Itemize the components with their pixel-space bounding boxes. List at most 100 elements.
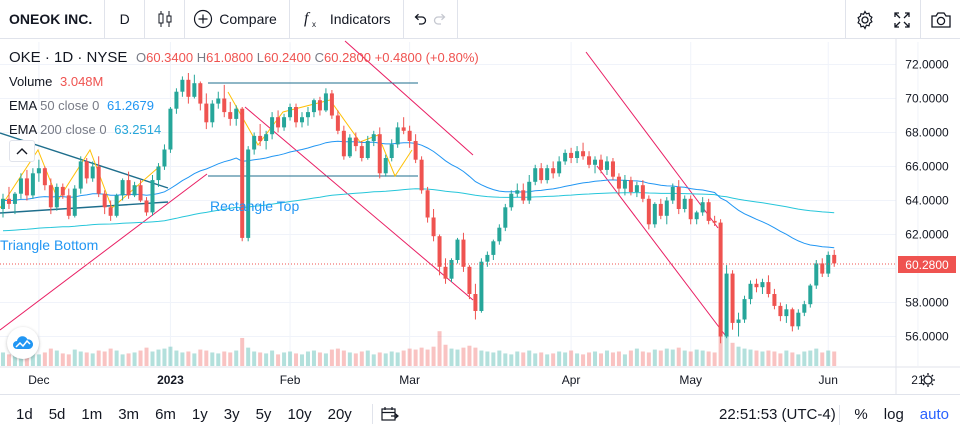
volume-bar — [790, 352, 795, 366]
chart-legend: OKE · 1D · NYSE O60.3400 H61.0800 L60.24… — [9, 46, 479, 142]
channel-line[interactable] — [596, 165, 726, 336]
fullscreen-icon — [893, 11, 911, 29]
candle-body — [1, 198, 5, 209]
redo-icon[interactable] — [432, 11, 448, 27]
scale-options: % log auto — [839, 395, 960, 433]
rectangle-top-label: Rectangle Top — [210, 198, 299, 214]
candle-body — [473, 294, 478, 311]
snapshot-button[interactable] — [921, 0, 960, 39]
tradingview-logo[interactable] — [7, 327, 39, 359]
candle-body — [246, 149, 251, 238]
volume-bar — [563, 352, 568, 366]
volume-bar — [658, 350, 663, 366]
candle-body — [790, 309, 795, 327]
candle-body — [54, 186, 59, 208]
volume-bar — [796, 354, 801, 366]
candle-body — [329, 93, 334, 116]
channel-line[interactable] — [585, 51, 719, 229]
volume-bar — [724, 335, 729, 366]
channel-line[interactable] — [0, 173, 208, 331]
channel-line[interactable] — [344, 40, 474, 156]
range-1m[interactable]: 1m — [81, 405, 103, 423]
symbol-search-button[interactable]: ONEOK INC. — [0, 0, 106, 39]
volume-bar — [371, 354, 376, 366]
candle-body — [575, 151, 580, 158]
range-10y[interactable]: 10y — [287, 405, 312, 423]
volume-bar — [126, 353, 131, 366]
candle-body — [425, 190, 430, 218]
candle-body — [724, 273, 729, 337]
volume-bar — [264, 353, 269, 366]
time-axis[interactable]: Dec 2023 Feb Mar Apr May Jun 21 — [28, 373, 925, 387]
range-3y[interactable]: 3y — [223, 405, 240, 423]
rectangle-zigzag — [227, 91, 413, 178]
volume-bar — [772, 351, 777, 366]
candle-body — [311, 100, 316, 113]
candle-body — [491, 241, 496, 255]
candle-body — [778, 305, 783, 317]
candle-body — [36, 168, 41, 174]
time-tick-label: Apr — [562, 373, 581, 387]
volume-bar — [413, 349, 418, 366]
volume-bar — [628, 350, 633, 366]
volume-bar — [383, 353, 388, 366]
percent-scale-button[interactable]: % — [854, 406, 868, 423]
volume-bar — [72, 349, 77, 366]
candle-body — [401, 127, 406, 131]
volume-bar — [515, 351, 520, 366]
clock[interactable]: 22:51:53 (UTC-4) — [719, 395, 836, 433]
chart-type-button[interactable] — [145, 0, 186, 39]
volume-bar — [210, 352, 215, 366]
volume-bar — [467, 345, 472, 366]
compare-button[interactable]: Compare — [185, 0, 290, 39]
range-1d[interactable]: 1d — [16, 405, 33, 423]
range-3m[interactable]: 3m — [118, 405, 140, 423]
indicators-label: Indicators — [329, 11, 391, 27]
channel-line[interactable] — [244, 106, 474, 301]
settings-button[interactable] — [845, 0, 883, 39]
candle-body — [742, 299, 747, 320]
volume-bar — [664, 348, 669, 366]
range-1y[interactable]: 1y — [191, 405, 208, 423]
volume-bar — [676, 347, 681, 366]
price-axis[interactable]: 72.0000 70.0000 68.0000 66.0000 64.0000 62.00… — [905, 58, 949, 344]
bottom-toolbar: 1d 5d 1m 3m 6m 1y 3y 5y 10y 20y 22:51:53… — [0, 394, 960, 433]
time-axis-settings-button[interactable] — [921, 373, 935, 387]
candle-body — [180, 79, 185, 92]
candle-body — [341, 130, 346, 157]
volume-bar — [198, 349, 203, 366]
legend-collapse-button[interactable] — [9, 140, 35, 162]
price-chart[interactable]: Rectangle Top Triangle Bottom 72.0000 70.… — [0, 39, 960, 394]
legend-ema200[interactable]: EMA 200 close 0 63.2514 — [9, 118, 479, 142]
time-tick-label: Mar — [399, 373, 420, 387]
range-5d[interactable]: 5d — [48, 405, 66, 423]
range-5y[interactable]: 5y — [255, 405, 272, 423]
volume-bar — [365, 350, 370, 366]
volume-bar — [78, 351, 83, 366]
legend-volume[interactable]: Volume 3.048M — [9, 70, 479, 94]
volume-bar — [102, 351, 107, 366]
volume-bar — [54, 350, 59, 366]
triangle-lower-line[interactable] — [0, 201, 169, 214]
volume-bar — [84, 352, 89, 366]
undo-icon[interactable] — [412, 11, 428, 27]
interval-button[interactable]: D — [105, 0, 146, 39]
candle-body — [72, 188, 77, 216]
fullscreen-button[interactable] — [883, 0, 921, 39]
volume-bar — [252, 351, 257, 366]
candle-body — [581, 151, 586, 157]
calendar-goto-icon[interactable] — [381, 406, 399, 422]
candle-body — [670, 186, 675, 201]
price-tick-label: 70.0000 — [905, 92, 949, 106]
range-6m[interactable]: 6m — [155, 405, 176, 423]
log-scale-button[interactable]: log — [883, 406, 904, 423]
range-20y[interactable]: 20y — [327, 405, 352, 423]
legend-ema50[interactable]: EMA 50 close 0 61.2679 — [9, 94, 479, 118]
volume-bar — [604, 350, 609, 366]
candle-body — [467, 266, 472, 294]
candle-body — [264, 134, 269, 141]
auto-scale-button[interactable]: auto — [919, 406, 949, 423]
volume-bar — [814, 348, 819, 366]
